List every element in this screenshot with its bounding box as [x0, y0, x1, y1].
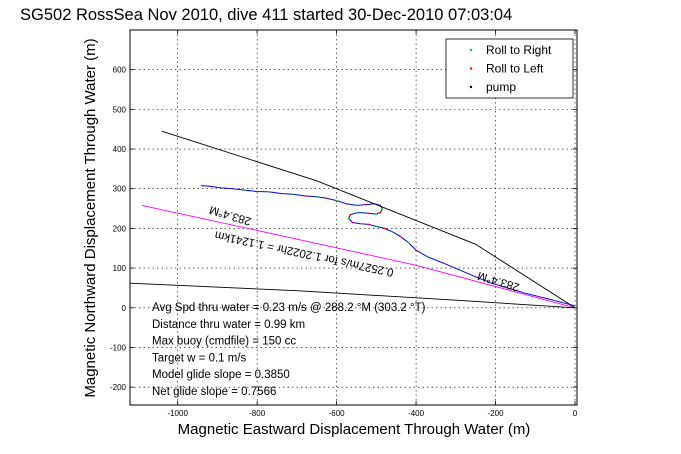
ticks-group: -1000 -800 -600 -400 -200 0-200-1000100200300…: [110, 30, 578, 418]
x-tick-label: -600: [329, 409, 346, 418]
x-tick-label: -400: [408, 409, 425, 418]
legend-label: Roll to Left: [486, 62, 544, 76]
trajectory-point: [200, 184, 203, 187]
trajectory-point: [490, 282, 493, 284]
trajectory-point: [208, 185, 211, 188]
y-tick-label: 600: [113, 66, 127, 75]
trajectory-point: [506, 287, 509, 289]
trajectory-point: [415, 249, 417, 252]
x-tick-label: -800: [249, 409, 266, 418]
legend-marker: [469, 48, 473, 52]
trajectory-point: [345, 203, 348, 205]
trajectory-point: [443, 262, 445, 265]
trajectory-point: [232, 187, 235, 190]
y-tick-label: 300: [113, 185, 127, 194]
y-axis-label: Magnetic Northward Displacement Through …: [82, 38, 99, 397]
chart-title: SG502 RossSea Nov 2010, dive 411 started…: [20, 6, 512, 24]
trajectory-point: [365, 203, 368, 206]
stats-line: Max buoy (cmdfile) = 150 cc: [152, 336, 296, 348]
x-tick-label: -1000: [167, 409, 188, 418]
legend-label: Roll to Right: [486, 43, 552, 57]
trajectory-point: [381, 207, 384, 210]
trajectory-point: [359, 222, 362, 225]
legend-marker: [469, 85, 473, 89]
trajectory-point: [357, 211, 360, 214]
heading-line: [129, 282, 576, 309]
y-tick-label: -100: [110, 343, 127, 352]
stats-line: Model glide slope = 0.3850: [152, 369, 290, 381]
stats-line: Target w = 0.1 m/s: [152, 352, 247, 364]
legend-label: pump: [486, 80, 516, 94]
stats-line: Distance thru water = 0.99 km: [152, 319, 305, 331]
trajectory-point: [220, 187, 223, 189]
trajectory-point: [292, 193, 294, 196]
trajectory-point: [538, 295, 541, 298]
trajectory-point: [315, 195, 318, 198]
trajectory-point: [375, 225, 378, 228]
x-axis-label: Magnetic Eastward Displacement Through W…: [178, 421, 531, 438]
trajectory-point: [458, 269, 461, 271]
trajectory-point: [574, 304, 576, 307]
y-tick-label: 0: [122, 304, 127, 313]
trajectory-point: [347, 217, 350, 220]
plot-frame: [129, 29, 578, 406]
y-tick-label: 200: [113, 224, 127, 233]
trajectory-point: [349, 213, 352, 216]
trajectory-point: [355, 204, 358, 207]
trajectory-point: [268, 191, 270, 193]
trajectory-point: [325, 197, 328, 200]
heading-line: [161, 130, 576, 309]
y-tick-label: 400: [113, 145, 127, 154]
legend: Roll to Right Roll to Left pump: [445, 38, 574, 99]
current-line: [141, 204, 576, 309]
trajectory-point: [280, 192, 282, 195]
trajectory-point: [379, 211, 382, 214]
y-tick-label: 500: [113, 105, 127, 114]
x-tick-label: -200: [488, 409, 505, 418]
legend-marker: [469, 67, 473, 70]
trajectory-point: [474, 276, 477, 278]
trajectory-point: [554, 299, 556, 302]
trajectory-point: [391, 230, 394, 233]
trajectory-point: [427, 256, 429, 258]
x-tick-label: 0: [573, 409, 578, 418]
trajectory-point: [399, 235, 401, 238]
stats-line: Avg Spd thru water = 0.23 m/s @ 288.2 °M…: [152, 302, 426, 314]
trajectory-point: [375, 213, 378, 215]
legend-box: [445, 38, 574, 99]
stats-line: Net glide slope = 0.7566: [152, 386, 276, 398]
trajectory-point: [335, 199, 338, 202]
trajectory-point: [367, 223, 370, 226]
trajectory-point: [244, 189, 247, 192]
trajectory-point: [407, 241, 409, 244]
trajectory-point: [522, 291, 525, 294]
series-group: [129, 130, 576, 309]
trajectory-point: [256, 190, 258, 193]
y-tick-label: 100: [113, 264, 127, 273]
stats-group: Avg Spd thru water = 0.23 m/s @ 288.2 °M…: [152, 302, 426, 398]
trajectory-point: [383, 227, 386, 230]
trajectory-point: [304, 195, 306, 197]
trajectory-point: [367, 212, 370, 215]
trajectory-point: [351, 221, 354, 224]
y-tick-label: -200: [110, 383, 127, 392]
